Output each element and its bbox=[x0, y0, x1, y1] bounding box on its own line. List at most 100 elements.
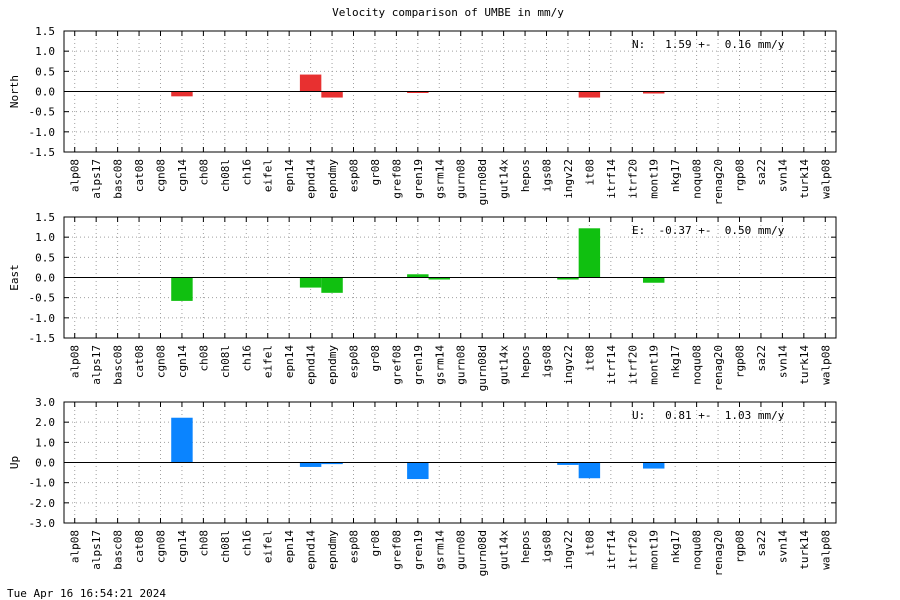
y-tick-label: -1.5 bbox=[29, 332, 56, 345]
x-tick-label: epnd14 bbox=[305, 530, 318, 570]
x-tick-label: epndmy bbox=[326, 530, 339, 570]
x-tick-label: rgp08 bbox=[734, 530, 747, 563]
y-tick-label: 3.0 bbox=[35, 396, 55, 409]
x-tick-label: ch16 bbox=[240, 159, 253, 186]
x-tick-label: hepos bbox=[519, 159, 532, 192]
x-tick-label: cat08 bbox=[133, 530, 146, 563]
bar-epnd14 bbox=[299, 462, 322, 467]
bar-epndmy bbox=[321, 462, 343, 465]
x-tick-label: cgn14 bbox=[176, 345, 189, 378]
bar-cgn14 bbox=[171, 417, 193, 463]
x-tick-label: svn14 bbox=[776, 530, 789, 563]
x-tick-label: epn14 bbox=[283, 159, 296, 192]
velocity-annotation: N: 1.59 +- 0.16 mm/y bbox=[632, 38, 785, 51]
bar-epndmy bbox=[321, 91, 343, 98]
panel-up: -3.0 -2.0 -1.0 0.0 1.0 2.0 3.0 alp08 alps17 basc0… bbox=[8, 396, 837, 576]
x-tick-label: esp08 bbox=[348, 345, 361, 378]
x-tick-label: svn14 bbox=[776, 159, 789, 192]
x-tick-label: gut14x bbox=[498, 530, 511, 570]
bar-epndmy bbox=[321, 277, 343, 293]
x-tick-label: it08 bbox=[583, 159, 596, 186]
x-tick-label: alps17 bbox=[90, 530, 103, 570]
bar-cgn14 bbox=[171, 91, 193, 97]
x-tick-label: cgn14 bbox=[176, 530, 189, 563]
y-tick-label: 1.0 bbox=[35, 436, 55, 449]
y-tick-label: -0.5 bbox=[29, 106, 56, 119]
x-tick-label: basc08 bbox=[112, 530, 125, 570]
x-tick-label: svn14 bbox=[776, 345, 789, 378]
x-tick-label: alp08 bbox=[69, 345, 82, 378]
y-tick-label: -2.0 bbox=[29, 497, 56, 510]
x-tick-label: epndmy bbox=[326, 345, 339, 385]
y-tick-label: -1.0 bbox=[29, 312, 56, 325]
x-tick-label: mont19 bbox=[648, 345, 661, 385]
x-tick-label: cgn08 bbox=[155, 159, 168, 192]
x-tick-label: noqu08 bbox=[691, 159, 704, 199]
x-tick-label: gr08 bbox=[369, 345, 382, 372]
x-tick-label: gurn08d bbox=[476, 159, 489, 205]
x-tick-label: turk14 bbox=[798, 345, 811, 385]
x-tick-label: cgn08 bbox=[155, 530, 168, 563]
x-tick-label: gut14x bbox=[498, 159, 511, 199]
x-tick-label: gr08 bbox=[369, 159, 382, 186]
y-axis-label: North bbox=[8, 75, 21, 108]
x-tick-label: ch08 bbox=[197, 159, 210, 186]
x-tick-label: ingv22 bbox=[562, 159, 575, 199]
x-tick-label: gsrm14 bbox=[433, 159, 446, 199]
x-tick-label: gref08 bbox=[390, 159, 403, 199]
bar-ingv22 bbox=[557, 277, 579, 280]
x-tick-label: cat08 bbox=[133, 159, 146, 192]
x-tick-label: alps17 bbox=[90, 159, 103, 199]
x-tick-label: itrf14 bbox=[605, 345, 618, 385]
x-tick-label: ch08l bbox=[219, 345, 232, 378]
x-tick-label: mont19 bbox=[648, 530, 661, 570]
x-tick-label: ch16 bbox=[240, 530, 253, 557]
y-tick-label: 0.0 bbox=[35, 86, 55, 99]
bar-it08 bbox=[578, 462, 601, 479]
x-tick-label: igs08 bbox=[541, 530, 554, 563]
x-tick-label: gren19 bbox=[412, 159, 425, 199]
x-tick-label: eifel bbox=[262, 530, 275, 563]
x-tick-label: renag20 bbox=[712, 159, 725, 205]
velocity-annotation: E: -0.37 +- 0.50 mm/y bbox=[632, 224, 785, 237]
bar-gren19 bbox=[407, 274, 429, 278]
x-tick-label: noqu08 bbox=[691, 530, 704, 570]
x-tick-label: basc08 bbox=[112, 345, 125, 385]
bar-cgn14 bbox=[171, 277, 193, 301]
x-tick-label: walp08 bbox=[819, 345, 832, 385]
chart-title: Velocity comparison of UMBE in mm/y bbox=[332, 6, 564, 19]
x-tick-label: epnd14 bbox=[305, 159, 318, 199]
x-tick-label: gurn08 bbox=[455, 530, 468, 570]
x-tick-label: itrf20 bbox=[626, 530, 639, 570]
x-tick-label: gren19 bbox=[412, 345, 425, 385]
x-tick-label: gr08 bbox=[369, 530, 382, 557]
x-tick-label: hepos bbox=[519, 530, 532, 563]
x-tick-label: basc08 bbox=[112, 159, 125, 199]
x-tick-label: noqu08 bbox=[691, 345, 704, 385]
x-tick-label: gref08 bbox=[390, 345, 403, 385]
x-tick-label: gurn08 bbox=[455, 159, 468, 199]
y-tick-label: 2.0 bbox=[35, 416, 55, 429]
y-tick-label: 0.5 bbox=[35, 65, 55, 78]
bar-it08 bbox=[578, 228, 601, 278]
x-tick-label: walp08 bbox=[819, 530, 832, 570]
x-tick-label: alps17 bbox=[90, 345, 103, 385]
x-tick-label: igs08 bbox=[541, 159, 554, 192]
x-tick-label: nkg17 bbox=[669, 159, 682, 192]
y-tick-label: 1.0 bbox=[35, 45, 55, 58]
x-tick-label: sa22 bbox=[755, 530, 768, 557]
bar-epnd14 bbox=[299, 277, 322, 288]
y-tick-label: -0.5 bbox=[29, 292, 56, 305]
y-tick-label: 1.5 bbox=[35, 25, 55, 38]
y-tick-label: 0.0 bbox=[35, 272, 55, 285]
y-tick-label: 0.5 bbox=[35, 251, 55, 264]
velocity-annotation: U: 0.81 +- 1.03 mm/y bbox=[632, 409, 785, 422]
y-axis-label: Up bbox=[8, 456, 21, 469]
x-tick-label: nkg17 bbox=[669, 345, 682, 378]
x-tick-label: turk14 bbox=[798, 159, 811, 199]
bar-gsrm14 bbox=[428, 277, 450, 280]
y-tick-label: -1.0 bbox=[29, 477, 56, 490]
bar-mont19 bbox=[643, 277, 665, 283]
x-tick-label: turk14 bbox=[798, 530, 811, 570]
bar-ingv22 bbox=[557, 462, 579, 465]
